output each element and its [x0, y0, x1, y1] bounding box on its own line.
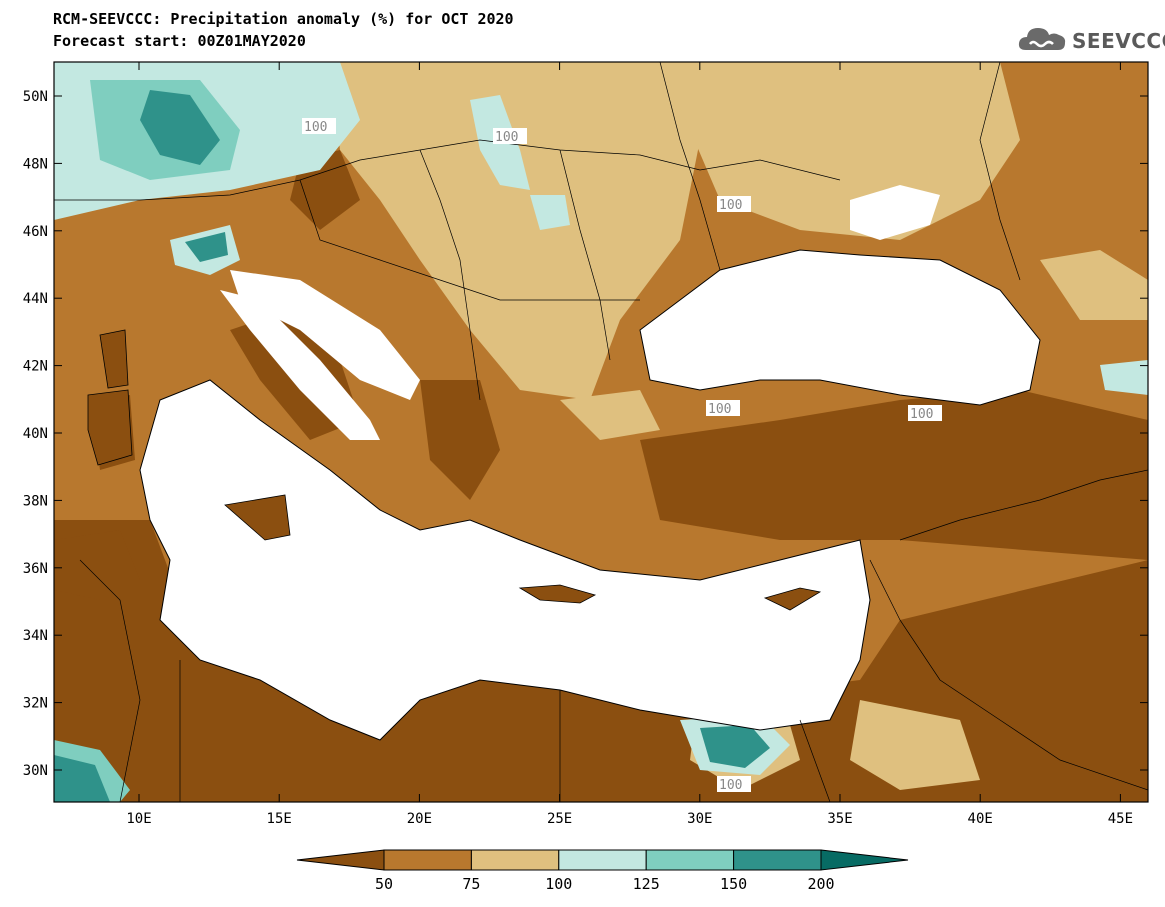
- coastlines: [139, 249, 1041, 741]
- colorbar-label: 200: [807, 875, 834, 893]
- lat-tick-label: 50N: [23, 89, 48, 105]
- forecast-start: Forecast start: 00Z01MAY2020: [53, 32, 306, 50]
- colorbar-label: 50: [375, 875, 393, 893]
- contour-labels: 100 100 100 100 100 100: [302, 118, 942, 793]
- lat-tick-label: 32N: [23, 696, 48, 712]
- contour-label-ukraine: 100: [719, 198, 742, 213]
- sardinia-island: [87, 389, 133, 466]
- colorbar-segment: [470, 849, 560, 871]
- colorbar-low-arrow: [296, 849, 385, 871]
- adriatic-sea: [230, 270, 420, 400]
- longitude-axis: 10E 15E 20E 25E 30E 35E 40E 45E: [126, 62, 1133, 827]
- lon-tick-label: 15E: [267, 811, 292, 827]
- contour-label-turkey-east: 100: [910, 407, 933, 422]
- lon-tick-label: 10E: [126, 811, 151, 827]
- sicily-island: [224, 494, 291, 541]
- lat-tick-label: 42N: [23, 359, 48, 375]
- crete-island: [518, 584, 597, 604]
- seevccc-logo: SEEVCCC: [1016, 20, 1165, 60]
- cyprus-island: [763, 587, 822, 611]
- contour-label-alps: 100: [304, 120, 327, 135]
- lat-tick-label: 44N: [23, 291, 48, 307]
- colorbar-label: 75: [462, 875, 480, 893]
- lat-tick-label: 38N: [23, 493, 48, 509]
- colorbar-segment: [558, 849, 647, 871]
- colorbar-high-arrow: [820, 849, 909, 871]
- lat-tick-label: 36N: [23, 561, 48, 577]
- map-frame: [53, 61, 1149, 803]
- contour-label-carpathians: 100: [495, 130, 518, 145]
- colorbar-segment: [383, 849, 472, 871]
- corsica-island: [99, 329, 129, 389]
- lat-tick-label: 34N: [23, 628, 48, 644]
- contour-label-egypt: 100: [719, 778, 742, 793]
- lat-tick-label: 48N: [23, 156, 48, 172]
- lon-tick-label: 40E: [968, 811, 993, 827]
- lon-tick-label: 35E: [827, 811, 852, 827]
- colorbar-legend: 50 75 100 125 150 200: [296, 849, 909, 893]
- country-borders: [54, 62, 1148, 802]
- colorbar-label: 100: [545, 875, 572, 893]
- lon-tick-label: 20E: [407, 811, 432, 827]
- lat-tick-label: 40N: [23, 426, 48, 442]
- colorbar-label: 125: [633, 875, 660, 893]
- lon-tick-label: 30E: [687, 811, 712, 827]
- tyrrhenian-gap: [220, 290, 380, 440]
- sea-areas: [140, 185, 1040, 740]
- lat-tick-label: 46N: [23, 224, 48, 240]
- lon-tick-label: 45E: [1108, 811, 1133, 827]
- islands: [87, 329, 822, 611]
- black-sea: [640, 250, 1040, 405]
- map-field: 100 100 100 100 100 100: [54, 62, 1148, 802]
- colorbar-label: 150: [720, 875, 747, 893]
- logo-text: SEEVCCC: [1072, 29, 1165, 53]
- colorbar-segment: [733, 849, 822, 871]
- contour-label-turkey-west: 100: [708, 402, 731, 417]
- colorbar-segment: [645, 849, 735, 871]
- lat-tick-label: 30N: [23, 763, 48, 779]
- map-title: RCM-SEEVCCC: Precipitation anomaly (%) f…: [53, 10, 514, 28]
- latitude-axis: 50N 48N 46N 44N 42N 40N 38N 36N 34N 32N 30N: [23, 89, 1148, 779]
- mediterranean-sea: [140, 380, 870, 740]
- wet-zones: [54, 62, 1148, 802]
- crimea-sea: [850, 185, 940, 240]
- cloud-icon: [1018, 28, 1066, 50]
- lon-tick-label: 25E: [547, 811, 572, 827]
